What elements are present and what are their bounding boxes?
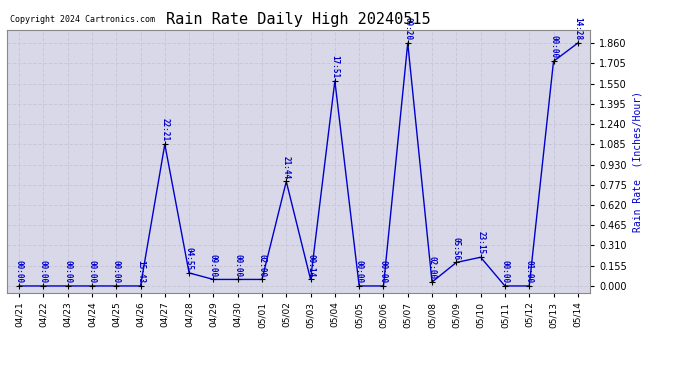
Text: 22:21: 22:21 [160,118,169,141]
Text: 00:00: 00:00 [112,260,121,283]
Text: 00:00: 00:00 [549,36,558,58]
Text: 04:55: 04:55 [185,247,194,270]
Text: 09:20: 09:20 [403,17,412,40]
Text: 23:15: 23:15 [476,231,485,255]
Text: 00:00: 00:00 [355,260,364,283]
Text: 00:00: 00:00 [14,260,23,283]
Title: Rain Rate Daily High 20240515: Rain Rate Daily High 20240515 [166,12,431,27]
Text: Copyright 2024 Cartronics.com: Copyright 2024 Cartronics.com [10,15,155,24]
Text: 00:00: 00:00 [233,254,242,277]
Text: 00:00: 00:00 [88,260,97,283]
Text: 21:44: 21:44 [282,156,290,179]
Text: 00:00: 00:00 [379,260,388,283]
Text: 00:00: 00:00 [500,260,509,283]
Text: 14:28: 14:28 [573,17,582,40]
Text: 00:00: 00:00 [39,260,48,283]
Text: 17:51: 17:51 [331,55,339,78]
Text: 01:00: 01:00 [524,260,534,283]
Text: 00:14: 00:14 [306,254,315,277]
Text: 02:00: 02:00 [428,256,437,279]
Text: 02:00: 02:00 [257,254,266,277]
Y-axis label: Rain Rate  (Inches/Hour): Rain Rate (Inches/Hour) [633,91,642,232]
Text: 05:56: 05:56 [452,237,461,260]
Text: 00:00: 00:00 [63,260,72,283]
Text: 15:43: 15:43 [136,260,145,283]
Text: 09:00: 09:00 [209,254,218,277]
